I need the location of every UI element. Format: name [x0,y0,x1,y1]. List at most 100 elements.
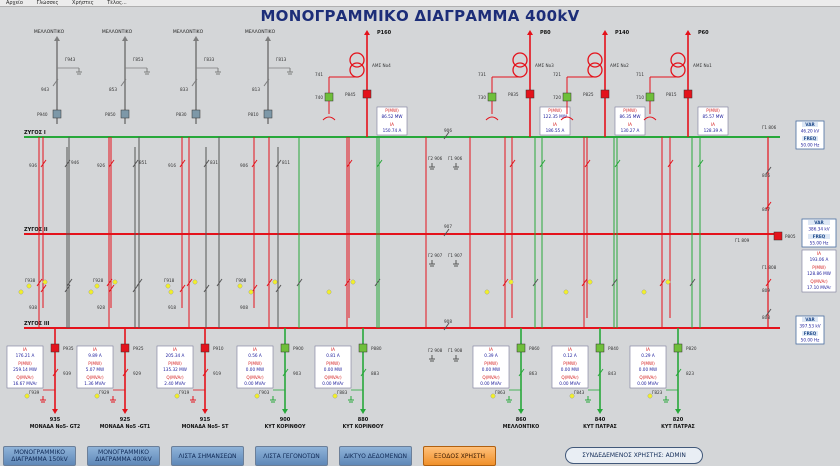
breaker-icon[interactable] [324,92,334,102]
breaker-icon[interactable] [280,343,290,353]
isolator-indicator-icon [254,393,260,399]
switch-icon [106,278,113,287]
transformer-label: P160 [377,30,392,36]
feeder-number: 915 [200,417,211,423]
switch-icon [266,278,273,287]
diagram-400kv-button[interactable]: ΜΟΝΟΓΡΑΜΜΙΚΟ ΔΙΑΓΡΑΜΜΑ 400kV [87,446,160,466]
breaker-label: 710 [636,95,644,100]
isolator-icon [52,78,59,87]
breaker-icon[interactable] [358,343,368,353]
isolator-indicator-icon [508,279,514,285]
breaker-icon[interactable] [50,343,60,353]
isolator-indicator-icon [272,279,278,285]
isolator-indicator-icon [587,279,593,285]
switch-icon [108,159,115,168]
feeder-measure-label: IA [646,347,650,352]
feeder-name: ΜΟΝΑΔΑ No5- ST [182,424,229,430]
switch-label: 926 [97,163,105,168]
switch-label: 918 [168,305,176,310]
menu-file[interactable]: Αρχείο [6,0,23,6]
breaker-icon[interactable] [595,343,605,353]
breaker-label: Ρ840 [608,346,619,351]
menu-bar: Αρχείο Γλώσσες Χρήστες Τέλος... [0,0,840,7]
feeder-name: ΜΟΝΑΔΑ No5 -GT1 [100,424,150,430]
isolator-indicator-icon [88,289,94,295]
earth-switch-label: Γ883 [337,390,348,395]
diagram-150kv-button[interactable]: ΜΟΝΟΓΡΑΜΜΙΚΟ ΔΙΑΓΡΑΜΜΑ 150kV [3,446,76,466]
switch-icon [186,278,193,287]
breaker-icon[interactable] [516,343,526,353]
isolator-label: 833 [180,87,188,92]
arrow-down-icon [597,409,603,414]
bus2-measure-label: VAR [814,220,824,225]
breaker-icon[interactable] [191,109,201,119]
breaker-icon[interactable] [600,89,610,99]
coupler-label: 906 [444,128,452,133]
feeder-name: ΚΥΤ ΚΟΡΙΝΘΟΥ [265,424,306,430]
isolator-label: 721 [553,72,561,77]
switch-icon [697,159,704,168]
feeder-measure-value: 16.67 MVAr [13,381,37,386]
transformer-measure-label: IA [628,122,632,127]
bus1-measure-value: 50.00 Hz [801,143,820,148]
isolator-indicator-icon [350,279,356,285]
feeder-measure [629,345,667,389]
switch-label: 908 [240,305,248,310]
transformer-winding-icon [512,62,528,78]
breaker-icon[interactable] [673,343,683,353]
feeder-measure-label: IA [253,347,257,352]
breaker-label: Ρ845 [345,92,356,97]
switch-label: 851 [139,160,147,165]
breaker-icon[interactable] [52,109,62,119]
feeder-measure-value: 0.00 MVAr [322,381,344,386]
coupler-label: 808 [762,315,770,320]
arrow-down-icon [675,409,681,414]
feeder-measure-label: Q(MVAr) [166,375,184,380]
isolator-label: 813 [252,87,260,92]
breaker-icon[interactable] [120,109,130,119]
breaker-icon[interactable] [487,92,497,102]
coupler-label: 907 [444,224,452,229]
isolator-indicator-icon [42,279,48,285]
breaker-label: Ρ940 [37,112,48,117]
menu-users[interactable]: Χρήστες [72,0,94,6]
feeder-measure [551,345,589,389]
user-logout-button[interactable]: ΕΞΟΔΟΣ ΧΡΗΣΤΗ [423,446,496,466]
switch-icon [179,284,186,293]
transformer-measure-label: IA [711,122,715,127]
transformer-measure-value: 85.57 MW [702,114,723,119]
switch-label: 938 [29,305,37,310]
breaker-icon[interactable] [683,89,693,99]
breaker-icon[interactable] [773,231,783,241]
breaker-icon[interactable] [120,343,130,353]
switch-icon [509,159,516,168]
earth-switch-label: Γ823 [652,390,663,395]
isolator-label: 731 [478,72,486,77]
arrow-up-icon [122,36,128,41]
isolator-label: 741 [315,72,323,77]
menu-languages[interactable]: Γλώσσες [36,0,59,6]
earth-switch-label: Γ833 [204,57,215,62]
breaker-icon[interactable] [362,89,372,99]
breaker-label: 740 [315,95,323,100]
breaker-icon[interactable] [562,92,572,102]
arrester-icon [322,116,336,121]
isolator-icon [263,78,270,87]
switch-icon [659,278,666,287]
switch-label: 811 [282,160,290,165]
breaker-icon[interactable] [645,92,655,102]
event-list-button[interactable]: ΛΙΣΤΑ ΓΕΓΟΝΟΤΩΝ [255,446,328,466]
breaker-icon[interactable] [263,109,273,119]
arrow-up-icon [364,30,370,35]
coupler-label: 809 [762,288,770,293]
alarm-list-button[interactable]: ΛΙΣΤΑ ΣΗΜΑΝΣΕΩΝ [171,446,244,466]
breaker-icon[interactable] [200,343,210,353]
isolator-icon [518,368,525,377]
feeder-measure-value: 9.89 A [88,353,102,358]
data-network-button[interactable]: ΔΙΚΤΥΟ ΔΕΔΟΜΕΝΩΝ [339,446,412,466]
transformer-label: P60 [698,30,709,36]
menu-end[interactable]: Τέλος... [107,0,127,6]
bus2-power-measure [801,249,837,293]
breaker-icon[interactable] [525,89,535,99]
switch-icon [251,159,258,168]
